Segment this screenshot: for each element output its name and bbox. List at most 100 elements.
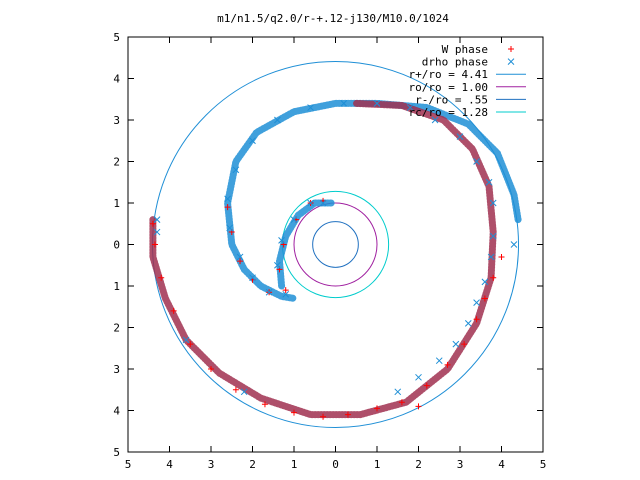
w-phase-point bbox=[158, 274, 165, 281]
y-tick-label: 4 bbox=[113, 405, 120, 418]
w-phase-point bbox=[170, 307, 177, 314]
marks-layer bbox=[149, 60, 522, 429]
drho-phase-point bbox=[249, 274, 256, 282]
x-tick-label: 2 bbox=[415, 458, 422, 471]
drho-phase-point bbox=[487, 253, 495, 261]
drho-phase-point bbox=[236, 253, 244, 261]
drho-phase-point bbox=[290, 216, 298, 223]
y-tick-label: 4 bbox=[113, 73, 120, 86]
drho-phase-point bbox=[489, 232, 497, 240]
w-phase-point bbox=[415, 403, 422, 410]
drho-phase-point bbox=[153, 216, 161, 223]
w-phase-point bbox=[320, 413, 327, 420]
drho-phase-point bbox=[278, 236, 285, 244]
drho-phase-point bbox=[265, 288, 273, 296]
drho-phase-point bbox=[464, 319, 472, 327]
w-phase-point bbox=[151, 241, 158, 248]
w-phase-point bbox=[187, 341, 194, 348]
x-tick-label: 0 bbox=[332, 458, 339, 471]
radius-circle bbox=[312, 221, 359, 268]
y-tick-label: 2 bbox=[113, 322, 120, 335]
x-tick-label: 3 bbox=[457, 458, 464, 471]
x-tick-label: 5 bbox=[540, 458, 547, 471]
legend-marker bbox=[508, 46, 514, 52]
w-phase-point bbox=[498, 253, 505, 260]
w-phase-point bbox=[291, 409, 297, 416]
spiral-track bbox=[149, 99, 497, 419]
drho-phase-point bbox=[435, 357, 443, 365]
w-phase-point bbox=[490, 274, 497, 281]
drho-phase-point bbox=[431, 116, 439, 124]
drho-phase-point bbox=[456, 133, 464, 140]
y-tick-label: 5 bbox=[113, 31, 120, 44]
legend-label: W phase bbox=[442, 43, 488, 56]
w-phase-point bbox=[398, 399, 405, 406]
drho-phase-point bbox=[319, 199, 327, 207]
y-tick-label: 1 bbox=[113, 197, 120, 210]
radius-circle bbox=[281, 190, 390, 299]
y-tick-label: 3 bbox=[113, 114, 120, 127]
w-phase-point bbox=[282, 287, 289, 294]
drho-phase-point bbox=[307, 199, 314, 207]
drho-phase-point bbox=[153, 228, 161, 236]
drho-phase-point bbox=[249, 137, 256, 145]
w-phase-point bbox=[232, 386, 239, 393]
w-phase-point bbox=[208, 366, 214, 372]
x-tick-label: 2 bbox=[249, 458, 256, 471]
drho-phase-point bbox=[240, 388, 248, 396]
drho-phase-point bbox=[307, 104, 314, 111]
spiral-track bbox=[224, 99, 522, 302]
x-tick-label: 1 bbox=[374, 458, 381, 471]
radius-circle bbox=[293, 202, 378, 287]
drho-phase-point bbox=[481, 278, 489, 286]
drho-phase-point bbox=[373, 100, 381, 107]
y-tick-label: 1 bbox=[113, 280, 120, 293]
spiral-track bbox=[276, 199, 335, 290]
w-phase-point bbox=[224, 204, 231, 211]
drho-phase-point bbox=[473, 299, 480, 306]
w-phase-point bbox=[423, 382, 430, 389]
drho-phase-point bbox=[452, 340, 460, 348]
drho-phase-point bbox=[473, 158, 480, 165]
legend-label: rc/ro = 1.28 bbox=[409, 106, 488, 119]
drho-phase-point bbox=[282, 290, 290, 298]
w-phase-point bbox=[444, 361, 451, 368]
drho-phase-point bbox=[182, 336, 190, 344]
legend-label: r-/ro = .55 bbox=[415, 93, 488, 106]
x-tick-label: 4 bbox=[166, 458, 173, 471]
drho-phase-point bbox=[224, 195, 231, 203]
y-tick-label: 5 bbox=[113, 446, 120, 459]
w-phase-point bbox=[261, 401, 268, 408]
drho-phase-point bbox=[226, 224, 234, 232]
drho-phase-point bbox=[274, 116, 281, 124]
drho-phase-point bbox=[489, 199, 497, 207]
y-tick-label: 0 bbox=[113, 239, 120, 252]
w-phase-point bbox=[481, 295, 488, 302]
y-tick-label: 2 bbox=[113, 156, 120, 169]
drho-phase-point bbox=[485, 178, 493, 186]
w-phase-point bbox=[237, 258, 244, 265]
legend-label: r+/ro = 4.41 bbox=[409, 68, 488, 81]
drho-phase-point bbox=[274, 261, 281, 269]
drho-phase-point bbox=[340, 100, 348, 107]
legend-marker bbox=[507, 58, 515, 65]
drho-phase-point bbox=[415, 373, 422, 381]
drho-phase-point bbox=[394, 388, 402, 396]
x-tick-label: 3 bbox=[208, 458, 215, 471]
x-tick-label: 1 bbox=[291, 458, 298, 471]
w-phase-point bbox=[461, 341, 468, 348]
x-tick-label: 4 bbox=[498, 458, 505, 471]
drho-phase-point bbox=[510, 241, 518, 248]
w-phase-point bbox=[344, 411, 351, 418]
chart-title: m1/n1.5/q2.0/r-+.12-j130/M10.0/1024 bbox=[217, 12, 449, 25]
drho-phase-point bbox=[232, 166, 240, 174]
drho-phase-point bbox=[406, 104, 414, 111]
legend-label: drho phase bbox=[422, 56, 488, 69]
legend-label: ro/ro = 1.00 bbox=[409, 81, 488, 94]
w-phase-point bbox=[374, 405, 380, 412]
y-tick-label: 3 bbox=[113, 363, 120, 376]
x-tick-label: 5 bbox=[125, 458, 132, 471]
